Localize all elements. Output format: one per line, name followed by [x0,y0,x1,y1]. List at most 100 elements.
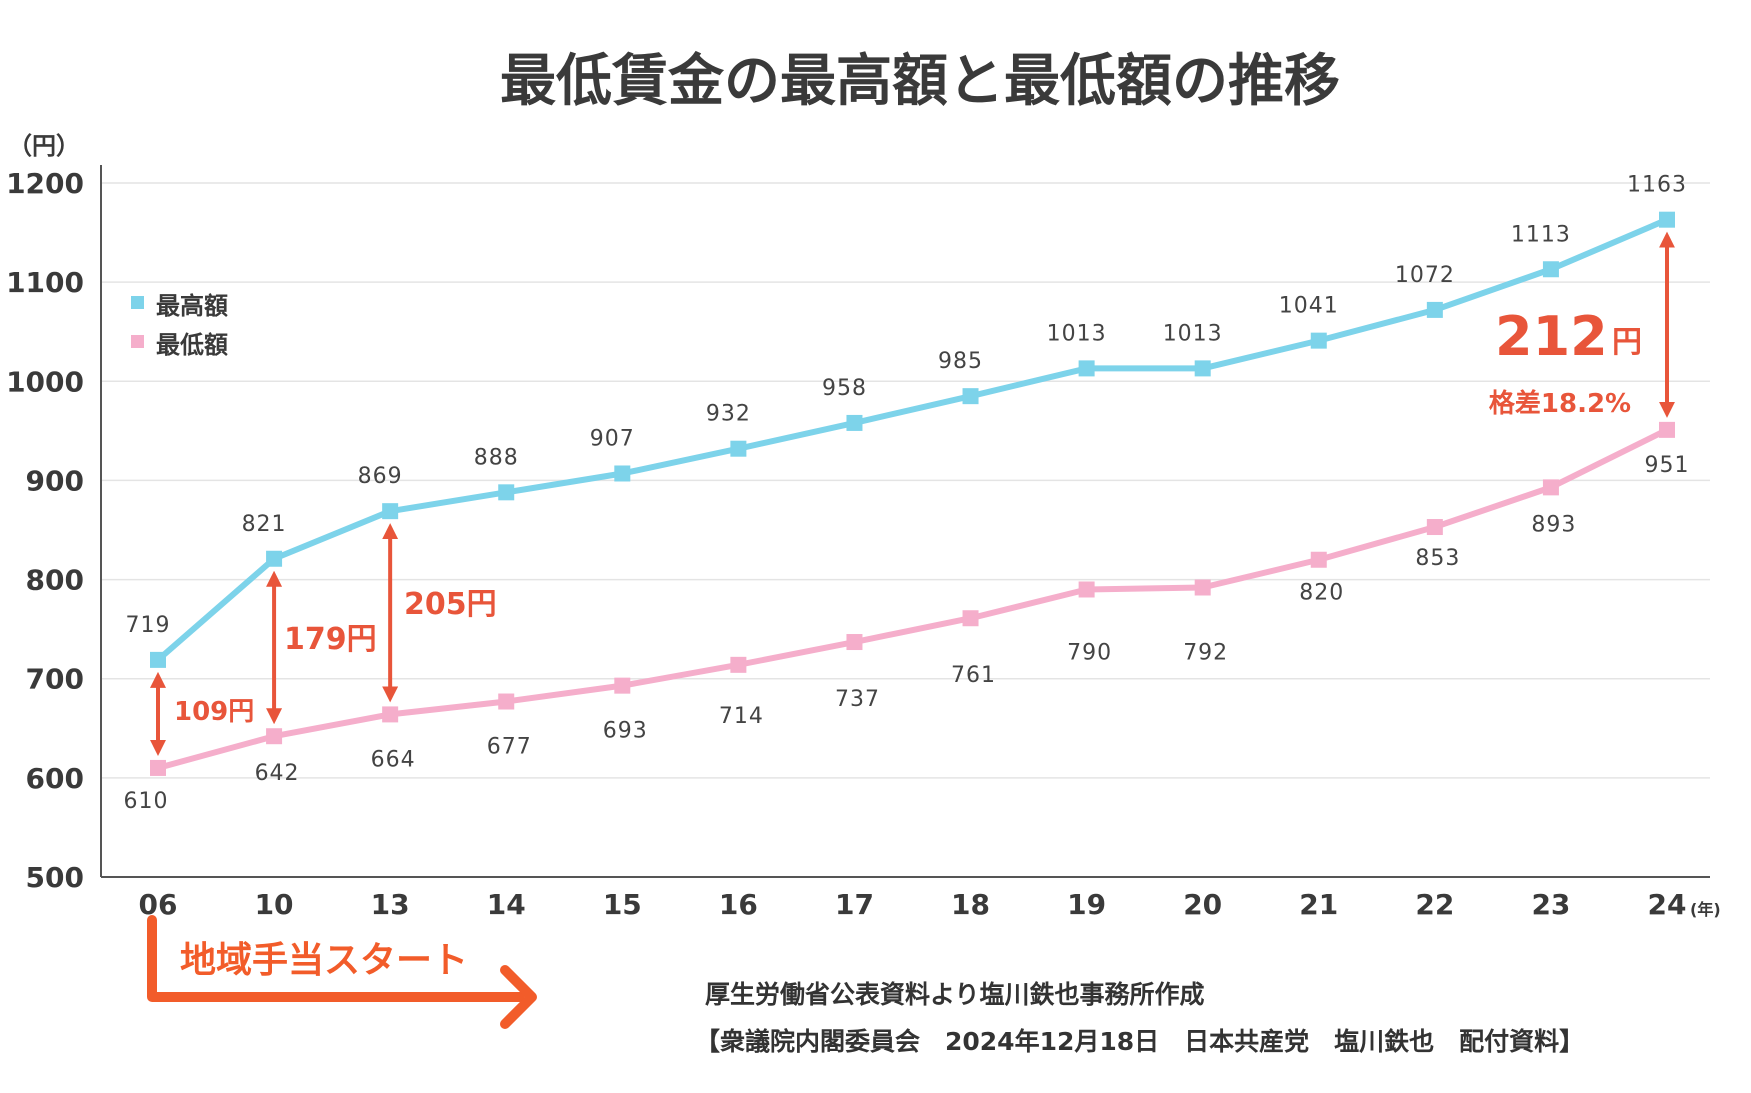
y-tick-label: 600 [26,762,84,795]
x-tick-label: 18 [951,888,990,921]
data-label-max: 1013 [1163,321,1223,346]
y-tick-label: 900 [26,464,84,497]
data-label-max: 1163 [1627,173,1687,198]
data-label-min: 664 [371,747,416,772]
y-tick-label: 500 [26,861,84,894]
series-point [1542,479,1559,496]
series-point [1078,360,1095,377]
series-point [266,728,283,745]
legend-swatch-max [131,296,144,309]
gap-label: 205円 [404,587,497,622]
series-point [498,484,515,501]
gap-label: 109円 [174,697,254,727]
data-label-max: 932 [706,402,751,427]
data-label-max: 888 [474,445,519,470]
series-point [150,651,166,668]
x-tick-label: 17 [835,888,874,921]
data-label-min: 737 [835,687,880,712]
legend-swatch-min [131,335,144,348]
legend-label-min: 最低額 [156,331,228,359]
series-point [1659,421,1675,438]
x-tick-label: 20 [1183,888,1222,921]
series-point [382,503,399,520]
data-label-max: 1072 [1395,263,1455,288]
series-line-1 [157,427,1669,771]
y-tick-labels: 500 600 700 800 900 1000 1100 1200 [6,167,84,894]
data-label-min: 853 [1415,546,1460,571]
x-tick-label: 16 [719,888,758,921]
gap-annotations: 109円 179円 205円 [150,231,1675,756]
series-point [1194,360,1211,377]
x-tick-label: 21 [1299,888,1338,921]
data-label-max: 869 [358,464,403,489]
data-label-min: 951 [1645,453,1690,478]
data-label-max: 1113 [1511,222,1571,247]
x-tick-label: 24 [1648,888,1687,921]
x-tick-label: 13 [371,888,410,921]
data-label-min: 693 [603,719,648,744]
data-label-max: 907 [590,426,635,451]
source-line-1: 厚生労働省公表資料より塩川鉄也事務所作成 [705,980,1205,1009]
x-tick-label: 22 [1415,888,1454,921]
y-axis-unit: （円） [8,132,80,160]
x-tick-label: 19 [1067,888,1106,921]
series-point [846,634,863,651]
series-point [1542,261,1559,278]
y-tick-label: 1100 [6,266,84,299]
data-label-min: 714 [719,704,764,729]
series-point [266,550,283,567]
last-gap-value: 212 [1495,305,1608,368]
data-label-min: 790 [1067,640,1112,665]
y-tick-label: 1000 [6,365,84,398]
chart-title: 最低賃金の最高額と最低額の推移 [500,49,1340,114]
series-point [1078,581,1095,598]
data-label-max: 985 [938,349,983,374]
series-point [962,610,979,627]
data-label-max: 1013 [1047,321,1107,346]
data-label-min: 677 [487,735,532,760]
start-note-text: 地域手当スタート [180,940,468,981]
x-tick-label: 06 [139,888,178,921]
data-label-min: 820 [1299,581,1344,606]
data-labels: 719 821 869 888 907 932 958 985 1013 1013 1041 1072… [124,173,1690,814]
gap-label: 179円 [284,622,377,657]
data-label-max: 958 [822,376,867,401]
gridlines [101,182,1710,779]
series-point [498,693,515,710]
last-gap-ratio: 格差18.2% [1489,388,1631,419]
series-point [1194,579,1211,596]
x-tick-label: 14 [487,888,526,921]
data-label-max: 821 [242,512,287,537]
start-arrow [147,915,525,1002]
last-gap-annotation: 212 円 格差18.2% [1489,305,1642,419]
x-tick-label: 23 [1531,888,1570,921]
source-line-2: 【衆議院内閣委員会 2024年12月18日 日本共産党 塩川鉄也 配付資料】 [695,1027,1584,1056]
series-point [1310,551,1327,568]
series-point [962,388,979,405]
series-point [614,465,631,482]
series-group [150,211,1675,776]
series-line-0 [156,216,1669,663]
series-point [846,414,863,431]
data-label-min: 761 [951,663,996,688]
legend: 最高額 最低額 [131,292,228,359]
series-point [1426,301,1443,318]
series-point [1310,332,1327,349]
data-label-max: 719 [126,613,171,638]
last-gap-unit: 円 [1612,325,1642,360]
x-tick-label: 15 [603,888,642,921]
legend-label-max: 最高額 [156,292,228,320]
data-label-min: 792 [1183,641,1228,666]
x-tick-label: 10 [255,888,294,921]
x-axis-unit: (年) [1690,900,1721,919]
start-arrow-head [500,965,537,1029]
y-tick-label: 700 [26,663,84,696]
y-tick-label: 1200 [6,167,84,200]
series-point [150,759,166,776]
series-point [730,656,747,673]
series-point [730,440,747,457]
y-tick-label: 800 [26,564,84,597]
series-point [382,706,399,723]
start-note: 地域手当スタート [147,915,537,1029]
